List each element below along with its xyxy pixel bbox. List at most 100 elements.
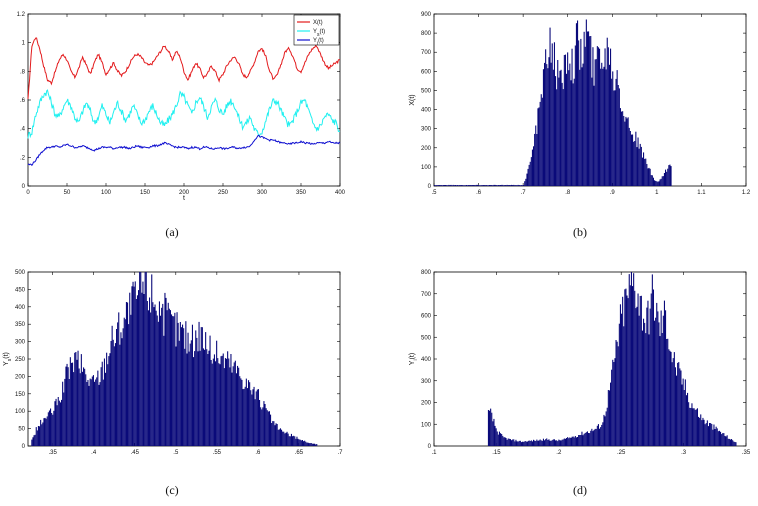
histogram-bar (707, 426, 709, 446)
histogram-bar (616, 341, 618, 446)
histogram-bar (272, 421, 274, 446)
y-tick-label-b: 400 (421, 108, 432, 114)
histogram-bar (497, 434, 499, 446)
histogram-bar (256, 389, 258, 446)
histogram-bar (615, 78, 617, 186)
histogram-bar (552, 69, 554, 186)
histogram-bar (604, 416, 606, 446)
histogram-bar (245, 378, 247, 446)
histogram-bar (133, 286, 135, 446)
histogram-bar (237, 365, 239, 446)
histogram-bar (607, 390, 609, 446)
x-tick-label-a: 0 (26, 190, 30, 196)
histogram-bar (706, 420, 708, 446)
histogram-bar (489, 410, 491, 446)
histogram-bar (259, 400, 261, 446)
histogram-bar (459, 185, 461, 186)
histogram-bar (623, 116, 625, 186)
histogram-bar (472, 185, 474, 186)
histogram-bar (684, 379, 686, 446)
histogram-bar (591, 77, 593, 186)
histogram-bar (127, 302, 129, 446)
histogram-bar (134, 281, 136, 446)
histogram-bar (157, 321, 159, 446)
histogram-bar (44, 417, 46, 446)
y-tick-label-b: 700 (421, 50, 432, 56)
histogram-bar (533, 439, 535, 446)
histogram-bar (468, 185, 470, 186)
histogram-bar (511, 184, 513, 186)
histogram-bar (501, 184, 503, 186)
histogram-bar (508, 438, 510, 446)
histogram-bar (504, 185, 506, 186)
panel-b-histogram: .5 .6 .7 .8 .9 1 1.1 1.2 0 100 200 300 400 500 600 700 8… (409, 12, 751, 196)
histogram-bar (616, 70, 618, 186)
histogram-bar (173, 316, 175, 446)
histogram-bar (591, 428, 593, 446)
histogram-bar (504, 437, 506, 446)
histogram-bar (172, 316, 174, 446)
histogram-bar (556, 89, 558, 186)
legend-label-2: Ys(t) (313, 29, 325, 38)
histogram-bar (721, 434, 723, 446)
histogram-bar (436, 185, 438, 186)
histogram-bar (710, 423, 712, 446)
histogram-bar (540, 440, 542, 446)
caption-a: (a) (165, 225, 178, 239)
histogram-bar (493, 418, 495, 446)
histogram-bar (519, 440, 521, 446)
histogram-bar (178, 340, 180, 446)
histogram-bar (542, 438, 544, 446)
histogram-bar (40, 419, 42, 446)
histogram-bar (166, 310, 168, 446)
histogram-bar (666, 171, 668, 186)
histogram-bar (118, 312, 120, 446)
histogram-bar (662, 315, 664, 446)
histogram-bar (695, 409, 697, 446)
x-tick-label-b: .5 (431, 190, 437, 196)
histogram-bar (255, 391, 257, 446)
histogram-bar (520, 185, 522, 186)
histogram-bar (500, 433, 502, 446)
histogram-bar (533, 146, 535, 186)
histogram-bar (274, 425, 276, 446)
series-line-1 (27, 37, 341, 99)
histogram-bar (589, 36, 591, 187)
histogram-bar (641, 157, 643, 186)
histogram-bar (537, 440, 539, 446)
histogram-bar (662, 176, 664, 186)
histogram-bar (150, 312, 152, 446)
histogram-bar (712, 429, 714, 446)
histogram-bar (573, 437, 575, 446)
histogram-bar (644, 158, 646, 186)
histogram-bar (98, 384, 100, 446)
histogram-bar (575, 23, 577, 187)
histogram-bar (627, 117, 629, 186)
x-tick-label-d: .2 (556, 450, 562, 456)
histogram-bar (62, 381, 64, 446)
histogram-bar (579, 69, 581, 186)
histogram-bar (579, 435, 581, 446)
histogram-bar (117, 322, 119, 446)
histogram-bar (665, 169, 667, 186)
histogram-bar (596, 425, 598, 446)
histogram-bar (161, 307, 163, 446)
histogram-bar (497, 185, 499, 186)
histogram-bar (581, 67, 583, 186)
histogram-bar (52, 414, 54, 446)
histogram-bar (249, 382, 251, 446)
histogram-bar (283, 431, 285, 446)
histogram-bar (619, 108, 621, 186)
histogram-bar (566, 73, 568, 186)
y-tick-label-c: 0 (22, 444, 26, 450)
histogram-bar (652, 289, 654, 446)
histogram-bar (250, 390, 252, 446)
histogram-bar (650, 175, 652, 186)
histogram-bar (640, 295, 642, 446)
histogram-bar (673, 352, 675, 446)
histogram-bar (570, 80, 572, 186)
histogram-bar (735, 442, 737, 446)
histogram-bar (223, 368, 225, 446)
legend-label-1: X(t) (313, 20, 323, 26)
histogram-bar (667, 168, 669, 186)
